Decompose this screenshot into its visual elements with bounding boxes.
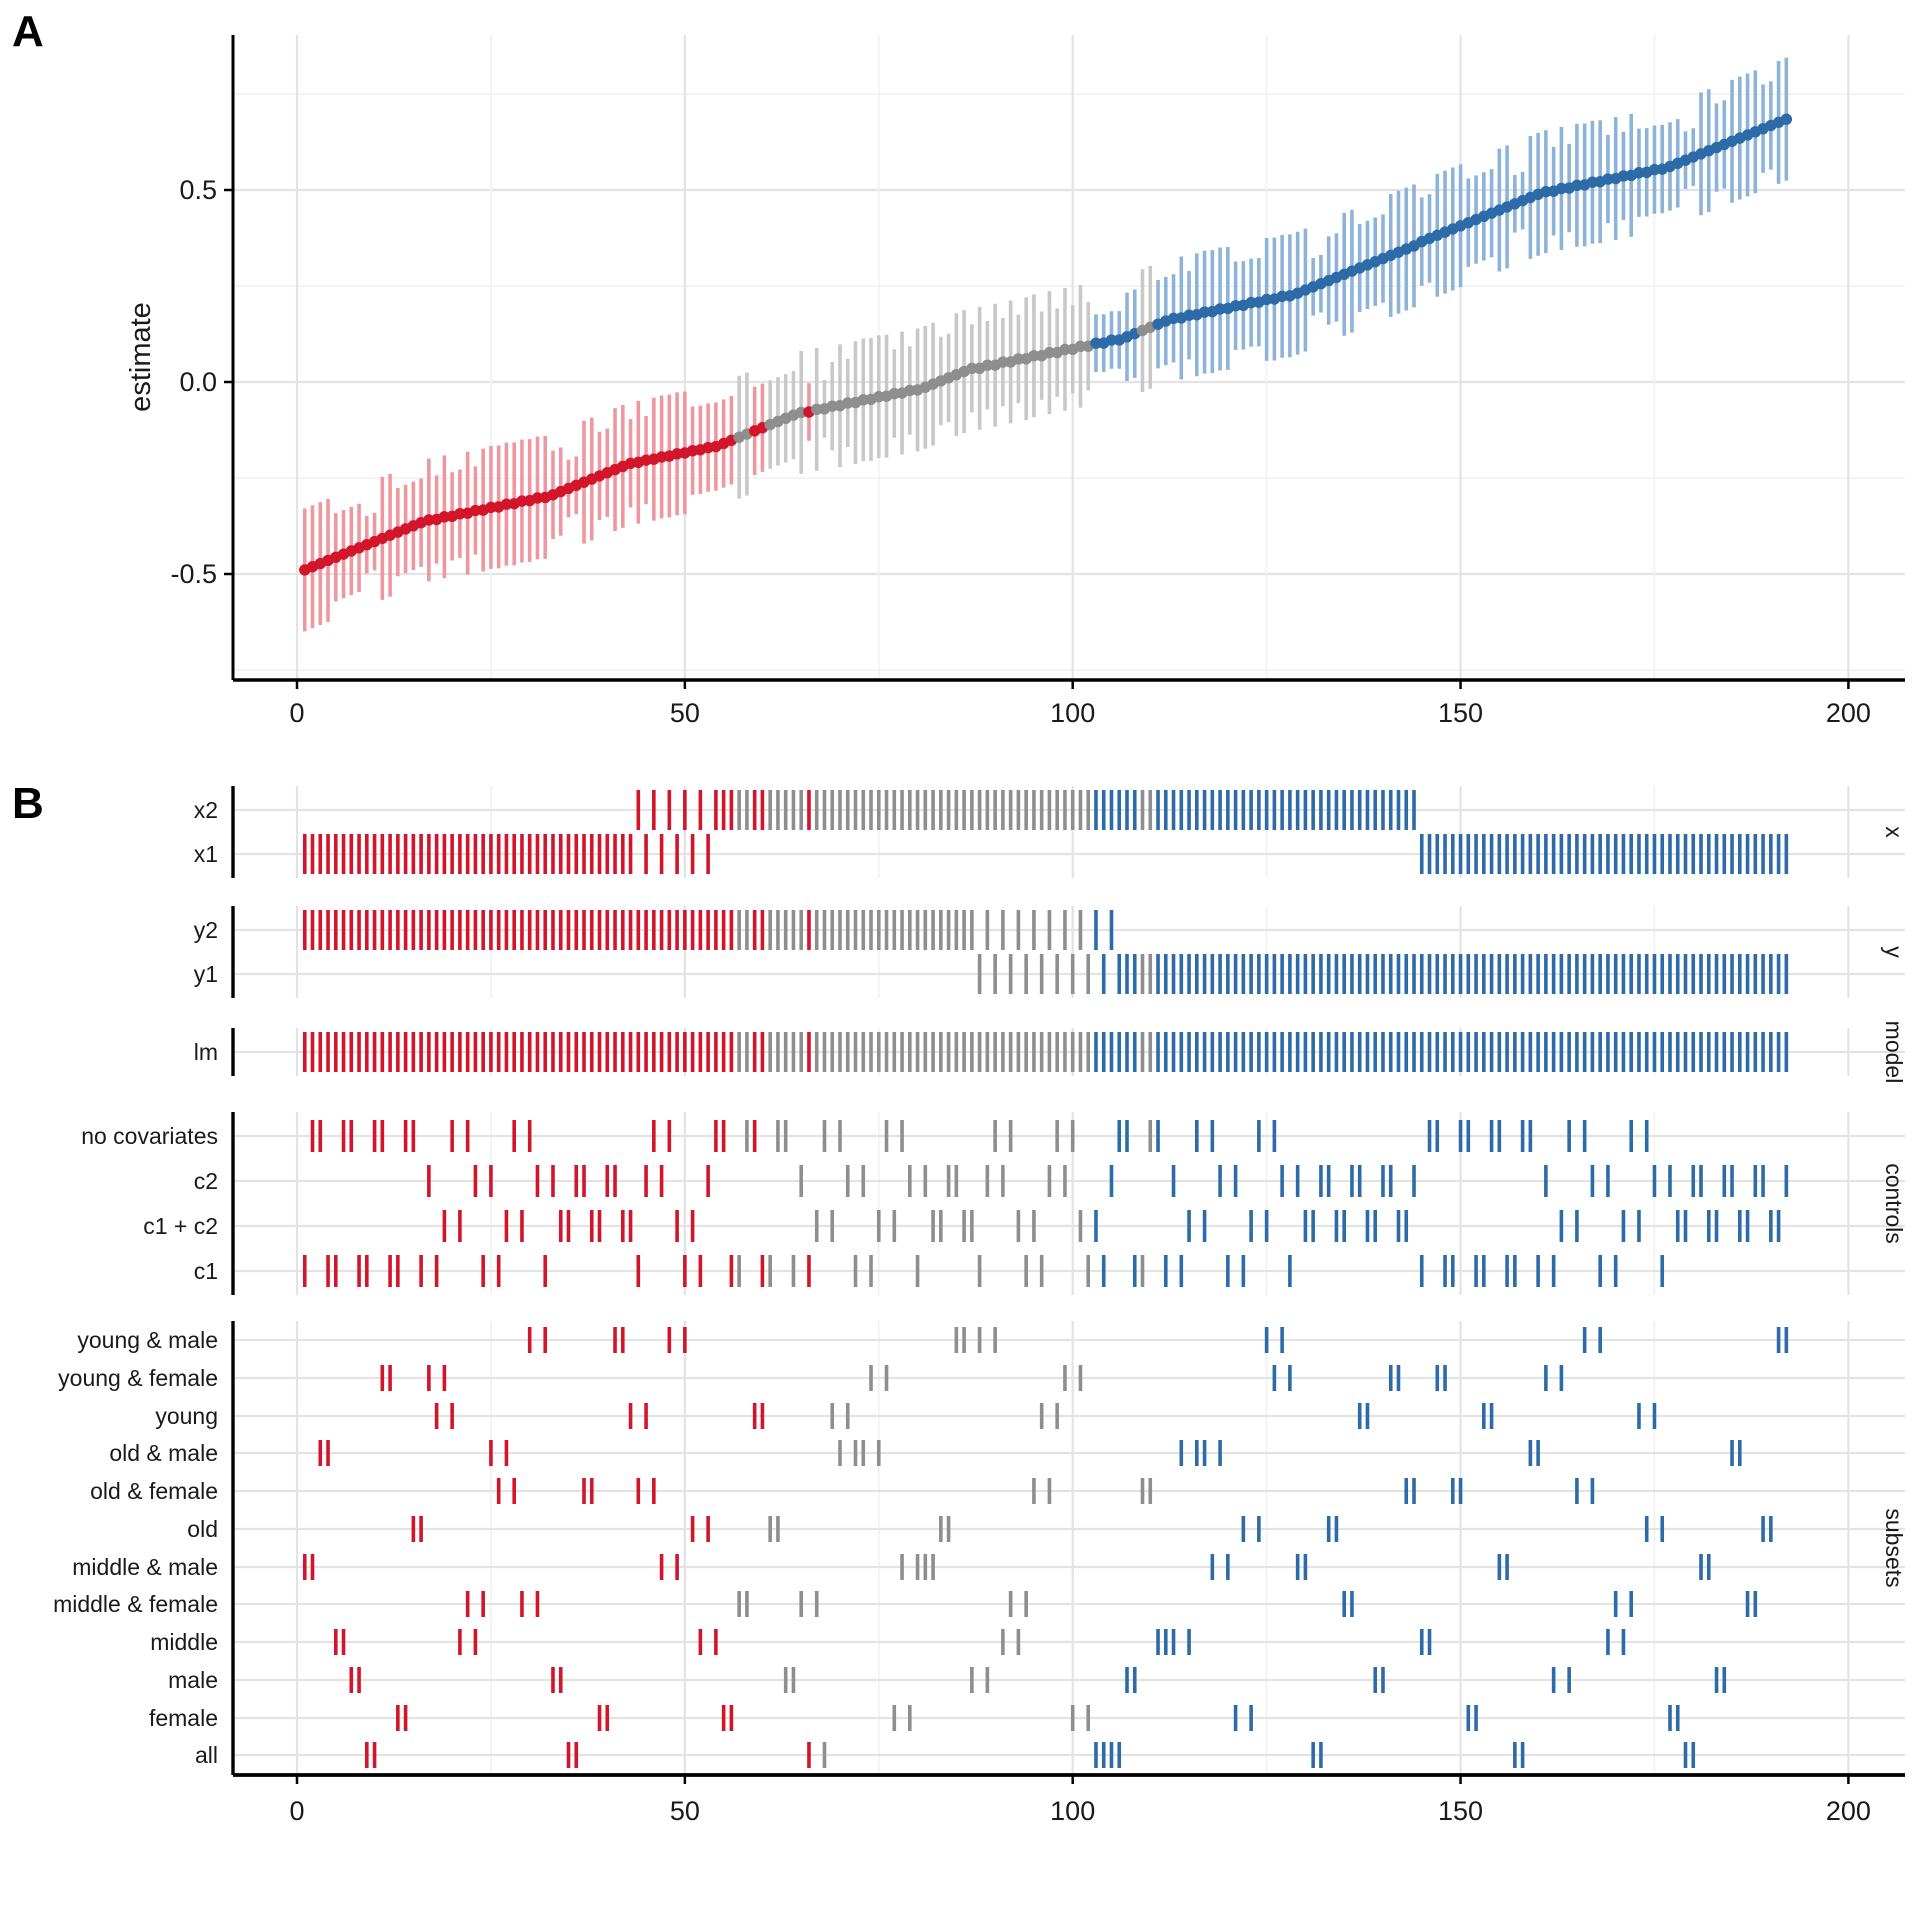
row-label: y1: [194, 961, 218, 987]
row-label: c1: [194, 1258, 218, 1284]
row-label: young & female: [58, 1365, 218, 1391]
row-label: x2: [194, 797, 218, 823]
panel-b-label: B: [12, 779, 44, 828]
y-axis-tick-label: 0.0: [179, 367, 217, 397]
y-axis-tick-label: 0.5: [179, 175, 217, 205]
estimate-point: [1780, 113, 1793, 125]
x-axis-tick-label: 100: [1050, 1796, 1095, 1826]
row-label: old & female: [90, 1478, 218, 1504]
row-label: old & male: [109, 1440, 218, 1466]
row-label: old: [187, 1516, 218, 1542]
panel-a-label: A: [12, 7, 44, 56]
row-label: middle & male: [72, 1554, 218, 1580]
x-axis-tick-label: 50: [670, 698, 700, 728]
x-axis-tick-label: 200: [1826, 1796, 1871, 1826]
row-label: all: [195, 1742, 218, 1768]
row-label: x1: [194, 841, 218, 867]
y-axis-title: estimate: [125, 302, 157, 412]
row-label: middle: [150, 1629, 218, 1655]
x-axis-tick-label: 150: [1438, 698, 1483, 728]
row-label: young: [155, 1403, 218, 1429]
x-axis-tick-label: 50: [670, 1796, 700, 1826]
x-axis-tick-label: 200: [1826, 698, 1871, 728]
strip-label-y: y: [1881, 946, 1907, 958]
row-label: no covariates: [81, 1123, 218, 1149]
row-label: female: [149, 1705, 218, 1731]
x-axis-tick-label: 0: [289, 1796, 304, 1826]
x-axis-tick-label: 150: [1438, 1796, 1483, 1826]
y-axis-tick-label: -0.5: [170, 559, 217, 589]
row-label: c1 + c2: [143, 1213, 218, 1239]
row-label: c2: [194, 1168, 218, 1194]
row-label: lm: [194, 1039, 218, 1065]
row-label: y2: [194, 917, 218, 943]
x-axis-tick-label: 100: [1050, 698, 1095, 728]
strip-label-model: model: [1881, 1021, 1907, 1084]
row-label: young & male: [77, 1327, 218, 1353]
strip-label-x: x: [1881, 826, 1907, 838]
row-label: middle & female: [53, 1591, 218, 1617]
x-axis-tick-label: 0: [289, 698, 304, 728]
strip-label-subsets: subsets: [1881, 1508, 1907, 1587]
row-label: male: [168, 1667, 218, 1693]
strip-label-controls: controls: [1881, 1163, 1907, 1244]
